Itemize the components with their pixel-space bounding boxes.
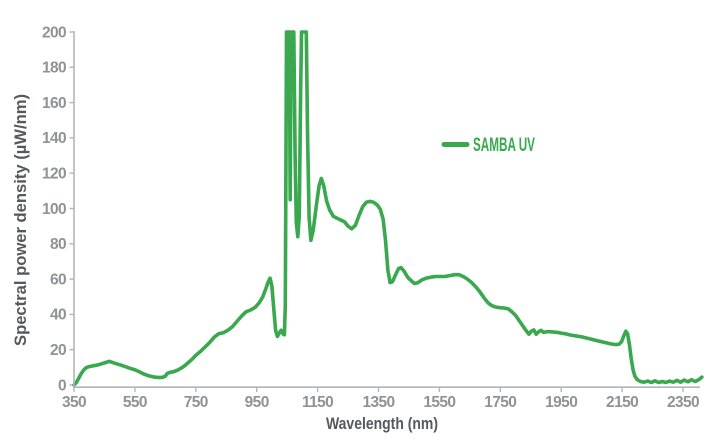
y-tick-label: 160 [42, 95, 66, 112]
y-axis-title: Spectral power density (µW/nm) [11, 94, 30, 346]
x-tick-label: 2350 [667, 394, 699, 411]
y-tick-label: 60 [50, 271, 66, 288]
x-axis-title: Wavelength (nm) [326, 414, 438, 433]
y-tick-label: 100 [42, 201, 66, 218]
legend-label: SAMBA UV [473, 135, 535, 156]
x-tick-label: 1550 [423, 394, 455, 411]
y-tick-label: 120 [42, 166, 66, 183]
x-tick-label: 1350 [362, 394, 394, 411]
plot-layer: 0 20 40 60 80 100 120 140 160 180 200 350 550 750 950 1… [42, 24, 704, 411]
x-tick-label: 1150 [302, 394, 333, 411]
x-tick-label: 950 [245, 394, 269, 411]
y-tick-label: 80 [50, 236, 66, 253]
y-tick-label: 0 [58, 377, 66, 394]
y-tick-label: 20 [50, 342, 66, 359]
x-tick-label: 750 [184, 394, 208, 411]
x-tick-label: 350 [62, 394, 86, 411]
series-line-samba-uv [72, 30, 704, 387]
y-tick-label: 40 [50, 307, 66, 324]
x-tick-label: 1750 [484, 394, 516, 411]
legend: SAMBA UV [441, 135, 535, 156]
x-tick-label: 2150 [606, 394, 638, 411]
x-tick-label: 550 [123, 394, 147, 411]
y-tick-label: 140 [42, 130, 66, 147]
y-tick-label: 180 [42, 60, 66, 77]
y-tick-label: 200 [42, 24, 66, 41]
x-tick-label: 1950 [545, 394, 577, 411]
